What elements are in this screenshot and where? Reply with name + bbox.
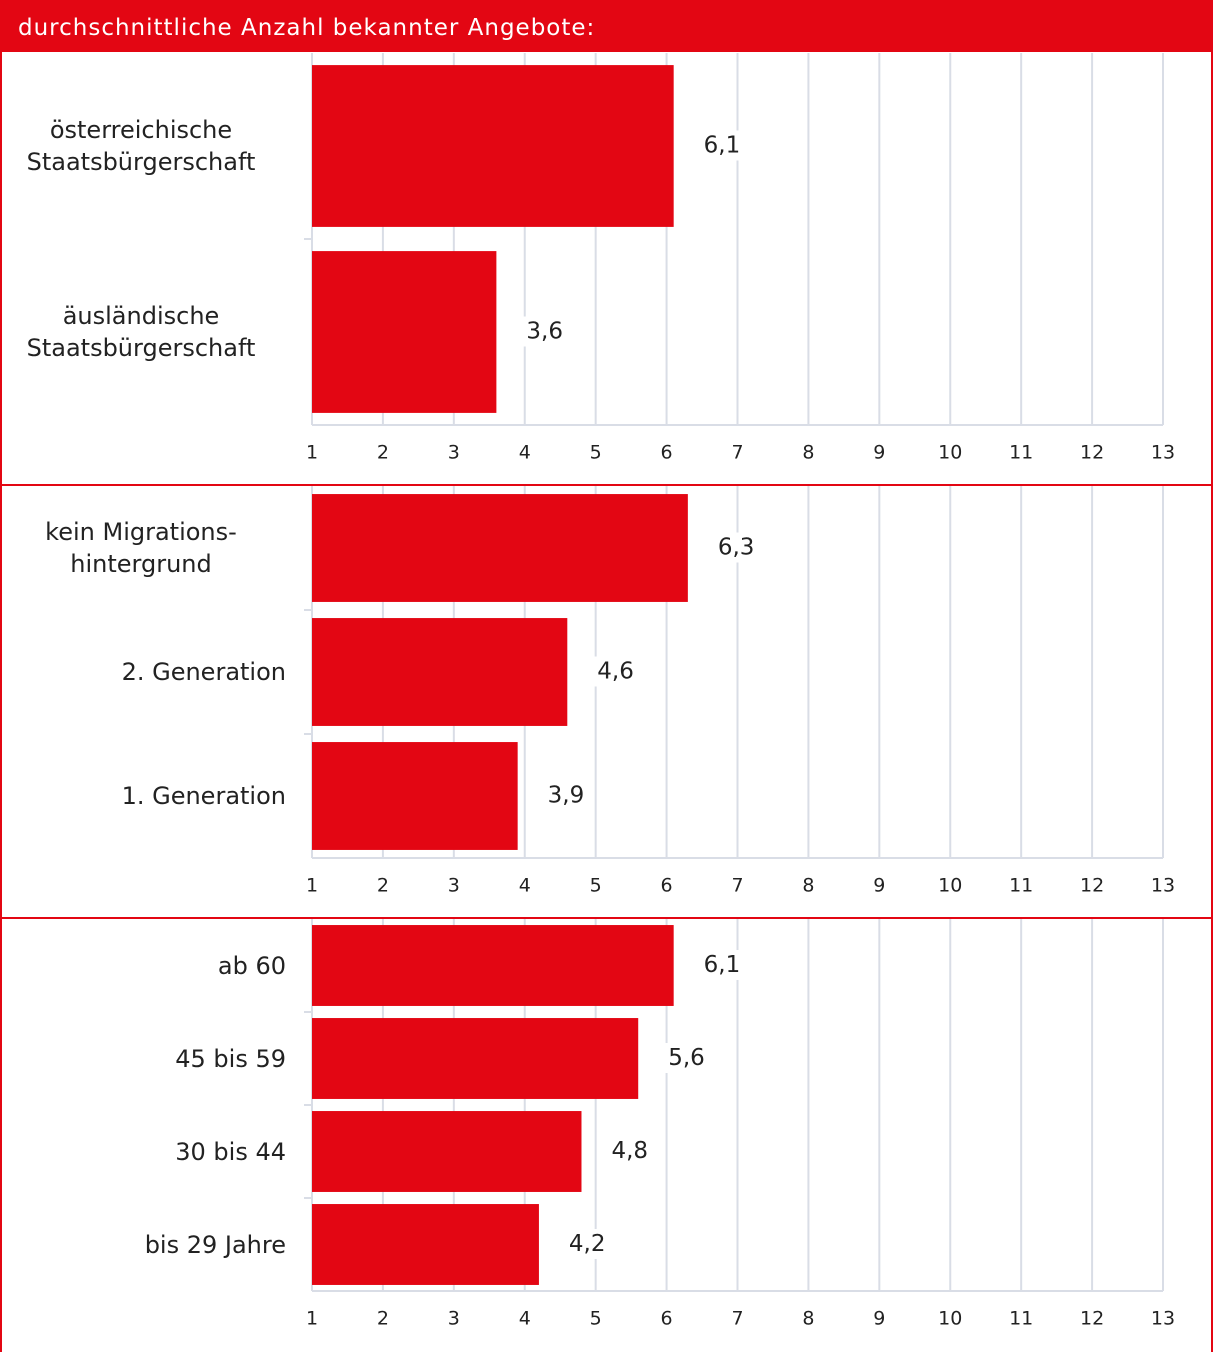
x-tick-label: 4	[519, 875, 531, 897]
category-label: 45 bis 59	[175, 1044, 286, 1073]
x-tick-label: 7	[731, 1308, 743, 1330]
x-tick-label: 4	[519, 442, 531, 464]
x-tick-label: 1	[306, 875, 318, 897]
category-label: äusländische Staatsbürgerschaft	[26, 302, 256, 362]
bar	[312, 1204, 539, 1285]
chart-panel: 1 2 3 4 5 6 7 8 9 10 11 12 13 6,1 3,6 österreichische S…	[0, 52, 1213, 485]
value-label: 4,6	[597, 659, 634, 685]
x-tick-label: 8	[802, 1308, 814, 1330]
value-label: 3,6	[526, 319, 563, 345]
x-tick-label: 10	[938, 1308, 962, 1330]
x-tick-label: 11	[1009, 875, 1033, 897]
header-title: durchschnittliche Anzahl bekannter Angeb…	[0, 0, 1213, 52]
x-tick-label: 2	[377, 442, 389, 464]
x-tick-label: 7	[731, 875, 743, 897]
chart: 1 2 3 4 5 6 7 8 9 10 11 12 136,13,6	[304, 53, 1175, 464]
value-label-bg	[523, 316, 566, 347]
chart-panel: 1 2 3 4 5 6 7 8 9 10 11 12 13 6,1 5,6 4,8 4,2 ab 60 45 bis…	[0, 918, 1213, 1351]
x-tick-label: 10	[938, 875, 962, 897]
category-label: österreichische Staatsbürgerschaft	[26, 116, 256, 176]
x-tick-label: 3	[448, 442, 460, 464]
x-tick-label: 9	[873, 1308, 885, 1330]
x-tick-label: 12	[1080, 442, 1104, 464]
value-label: 6,1	[704, 952, 741, 978]
bar	[312, 742, 518, 850]
value-label-bg	[594, 656, 637, 687]
category-label: bis 29 Jahre	[144, 1230, 286, 1259]
x-tick-label: 5	[590, 875, 602, 897]
x-tick-label: 1	[306, 1308, 318, 1330]
x-tick-label: 2	[377, 875, 389, 897]
x-tick-label: 7	[731, 442, 743, 464]
bar	[312, 618, 568, 726]
value-label: 3,9	[548, 783, 585, 809]
bar	[312, 251, 497, 413]
value-label-bg	[665, 1043, 708, 1073]
value-label-bg	[714, 532, 758, 563]
x-tick-label: 12	[1080, 875, 1104, 897]
chart: 1 2 3 4 5 6 7 8 9 10 11 12 136,34,63,9	[304, 486, 1175, 897]
x-tick-label: 8	[802, 442, 814, 464]
value-label-bg	[565, 1229, 609, 1259]
x-tick-label: 6	[661, 875, 673, 897]
value-label-bg	[608, 1136, 652, 1166]
category-label: kein Migrations- hintergrund	[45, 518, 237, 578]
x-tick-label: 10	[938, 442, 962, 464]
x-tick-label: 3	[448, 875, 460, 897]
x-tick-label: 11	[1009, 442, 1033, 464]
chart: 1 2 3 4 5 6 7 8 9 10 11 12 136,15,64,84,2	[304, 919, 1175, 1330]
x-tick-label: 9	[873, 875, 885, 897]
value-label: 4,2	[569, 1231, 606, 1257]
bar	[312, 925, 674, 1006]
category-label: 2. Generation	[121, 658, 286, 686]
category-label: ab 60	[217, 951, 286, 980]
x-tick-label: 13	[1151, 442, 1175, 464]
value-label: 6,3	[718, 535, 755, 561]
x-tick-label: 2	[377, 1308, 389, 1330]
category-label: 30 bis 44	[175, 1137, 286, 1166]
chart-panel: 1 2 3 4 5 6 7 8 9 10 11 12 13 6,3 4,6 3,9 kein Migration…	[0, 485, 1213, 918]
value-label-bg	[544, 780, 588, 811]
separator	[0, 484, 1213, 486]
x-tick-label: 8	[802, 875, 814, 897]
x-tick-label: 11	[1009, 1308, 1033, 1330]
x-tick-label: 1	[306, 442, 318, 464]
x-tick-label: 12	[1080, 1308, 1104, 1330]
x-tick-label: 9	[873, 442, 885, 464]
value-label-bg	[700, 130, 744, 161]
x-tick-label: 13	[1151, 1308, 1175, 1330]
x-tick-label: 5	[590, 1308, 602, 1330]
value-label: 5,6	[668, 1045, 705, 1071]
separator	[0, 917, 1213, 919]
bar	[312, 1111, 582, 1192]
x-tick-label: 3	[448, 1308, 460, 1330]
bar	[312, 65, 674, 227]
bar	[312, 1018, 639, 1099]
bar	[312, 494, 688, 602]
category-label: 1. Generation	[121, 782, 286, 810]
x-tick-label: 4	[519, 1308, 531, 1330]
x-tick-label: 6	[661, 1308, 673, 1330]
x-tick-label: 6	[661, 442, 673, 464]
value-label: 6,1	[704, 133, 741, 159]
value-label-bg	[700, 950, 744, 980]
value-label: 4,8	[611, 1138, 648, 1164]
x-tick-label: 13	[1151, 875, 1175, 897]
x-tick-label: 5	[590, 442, 602, 464]
